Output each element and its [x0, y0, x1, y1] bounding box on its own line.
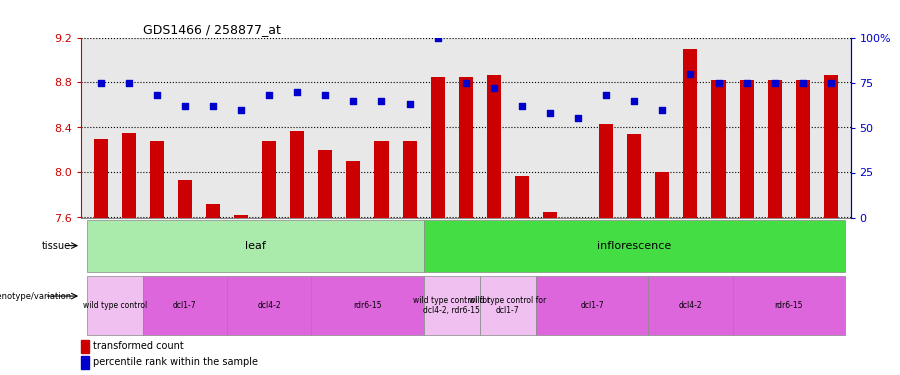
Point	[768, 80, 782, 86]
Bar	[94, 139, 108, 218]
Text: rdr6-15: rdr6-15	[775, 301, 803, 310]
Text: wild type control for
dcl4-2, rdr6-15: wild type control for dcl4-2, rdr6-15	[413, 296, 491, 315]
Text: GDS1466 / 258877_at: GDS1466 / 258877_at	[142, 23, 281, 36]
Bar	[683, 49, 698, 217]
Point	[543, 110, 557, 116]
Bar	[122, 133, 136, 218]
Bar	[178, 180, 192, 218]
Point	[459, 80, 473, 86]
Bar	[627, 134, 642, 218]
Point	[655, 106, 670, 112]
Text: leaf: leaf	[245, 241, 266, 250]
Bar	[149, 141, 164, 218]
Point	[402, 101, 417, 107]
FancyBboxPatch shape	[480, 276, 536, 335]
Point	[515, 103, 529, 109]
FancyBboxPatch shape	[424, 276, 480, 335]
Point	[683, 70, 698, 76]
Point	[318, 92, 332, 98]
Bar	[824, 75, 838, 217]
Bar	[374, 141, 389, 218]
Point	[262, 92, 276, 98]
Point	[234, 106, 248, 112]
Text: inflorescence: inflorescence	[597, 241, 671, 250]
Text: wild type control for
dcl1-7: wild type control for dcl1-7	[469, 296, 546, 315]
Point	[94, 80, 108, 86]
Point	[374, 98, 389, 104]
Text: transformed count: transformed count	[93, 341, 184, 351]
Bar	[81, 356, 89, 369]
Point	[740, 80, 754, 86]
Point	[149, 92, 164, 98]
Point	[430, 34, 445, 40]
Point	[487, 85, 501, 91]
Text: percentile rank within the sample: percentile rank within the sample	[93, 357, 257, 367]
Text: dcl4-2: dcl4-2	[679, 301, 702, 310]
FancyBboxPatch shape	[311, 276, 424, 335]
Bar	[712, 80, 725, 218]
FancyBboxPatch shape	[733, 276, 845, 335]
FancyBboxPatch shape	[86, 276, 143, 335]
FancyBboxPatch shape	[648, 276, 733, 335]
Point	[711, 80, 725, 86]
Bar	[515, 176, 529, 218]
Point	[346, 98, 361, 104]
Point	[796, 80, 810, 86]
Bar	[655, 172, 670, 217]
Point	[627, 98, 642, 104]
FancyBboxPatch shape	[227, 276, 311, 335]
Point	[206, 103, 220, 109]
Bar	[599, 124, 613, 218]
FancyBboxPatch shape	[536, 276, 648, 335]
Bar	[487, 75, 501, 217]
Text: dcl1-7: dcl1-7	[580, 301, 604, 310]
Point	[290, 88, 304, 94]
Bar	[740, 80, 753, 218]
Text: dcl4-2: dcl4-2	[257, 301, 281, 310]
FancyBboxPatch shape	[143, 276, 227, 335]
Text: dcl1-7: dcl1-7	[173, 301, 197, 310]
Bar	[768, 80, 782, 218]
Bar	[81, 340, 89, 352]
Point	[122, 80, 136, 86]
Bar	[796, 80, 810, 218]
Text: tissue: tissue	[42, 241, 71, 250]
Point	[824, 80, 838, 86]
Bar	[459, 77, 472, 218]
Bar	[543, 212, 557, 217]
Bar	[206, 204, 220, 218]
Point	[599, 92, 614, 98]
Bar	[319, 150, 332, 217]
FancyBboxPatch shape	[86, 220, 424, 272]
Bar	[234, 215, 248, 217]
Bar	[430, 77, 445, 218]
Point	[571, 116, 585, 122]
Text: rdr6-15: rdr6-15	[353, 301, 382, 310]
Text: wild type control: wild type control	[83, 301, 147, 310]
Bar	[262, 141, 276, 218]
Bar	[346, 161, 360, 218]
FancyBboxPatch shape	[424, 220, 845, 272]
Bar	[402, 141, 417, 218]
Bar	[290, 131, 304, 218]
Point	[177, 103, 192, 109]
Text: genotype/variation: genotype/variation	[0, 292, 71, 301]
